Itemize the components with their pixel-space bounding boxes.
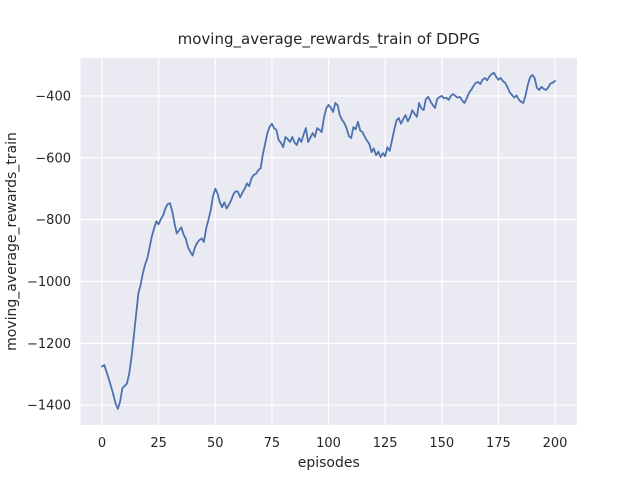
x-tick-label: 50 — [207, 436, 224, 451]
x-tick-label: 75 — [264, 436, 281, 451]
x-tick-label: 25 — [150, 436, 167, 451]
y-tick-label: −600 — [35, 151, 71, 166]
x-tick-label: 150 — [429, 436, 454, 451]
y-axis-label: moving_average_rewards_train — [4, 132, 20, 351]
line-series-ddpg — [101, 71, 556, 410]
y-tick-label: −400 — [35, 89, 71, 104]
chart-title: moving_average_rewards_train of DDPG — [178, 30, 480, 49]
y-axis-ticks: −400 −600 −800 −1000 −1200 −1400 — [27, 89, 71, 413]
x-tick-label: 0 — [98, 436, 106, 451]
y-tick-label: −800 — [35, 213, 71, 228]
y-tick-label: −1200 — [27, 337, 71, 352]
y-tick-label: −1400 — [27, 399, 71, 414]
x-tick-label: 175 — [486, 436, 511, 451]
x-axis-label: episodes — [298, 455, 360, 471]
gridlines — [80, 58, 577, 425]
y-tick-label: −1000 — [27, 275, 71, 290]
x-tick-label: 125 — [373, 436, 398, 451]
x-axis-ticks: 0 25 50 75 100 125 150 175 200 — [98, 436, 568, 451]
x-tick-label: 200 — [543, 436, 568, 451]
x-tick-label: 100 — [316, 436, 341, 451]
